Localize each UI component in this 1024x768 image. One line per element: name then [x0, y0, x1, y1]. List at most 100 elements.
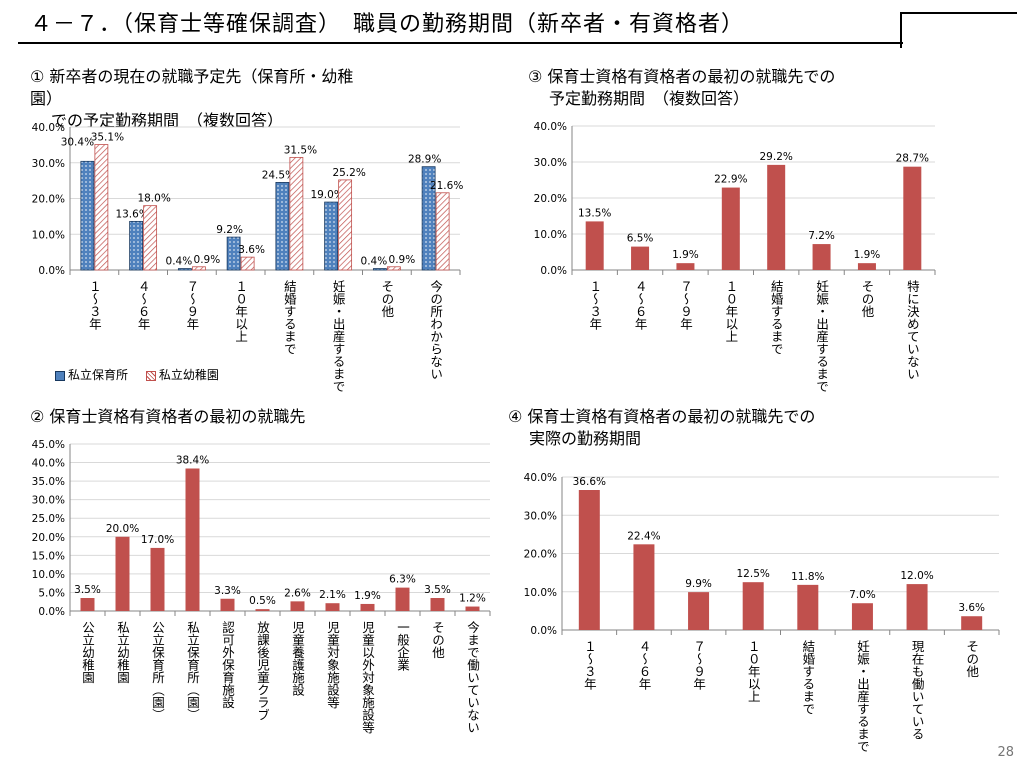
- chart3-data-label: 29.2%: [760, 151, 793, 163]
- legend-swatch-red: [145, 370, 156, 381]
- chart1-data-label: 13.6%: [115, 208, 148, 220]
- chart1-bar: [372, 268, 387, 271]
- chart4-ytick-label: 30.0%: [524, 510, 557, 522]
- legend-swatch-blue: [55, 370, 65, 381]
- chart1-ytick-label: 40.0%: [32, 122, 65, 134]
- chart1-category-label: 結婚するまで: [282, 280, 297, 355]
- chart1-bar: [177, 268, 192, 271]
- chart2-ytick-label: 40.0%: [32, 458, 65, 470]
- chart4-data-label: 12.5%: [737, 568, 770, 580]
- chart3-category-label: その他: [859, 280, 874, 318]
- chart3-bar: [631, 246, 650, 270]
- chart4-category-label: その他: [964, 640, 979, 678]
- chart2-category-label: 一般企業: [395, 621, 410, 671]
- chart2-data-label: 38.4%: [176, 454, 209, 466]
- chart2-ytick-label: 45.0%: [32, 439, 65, 451]
- panel1-title-line1: ① 新卒者の現在の就職予定先（保育所・幼稚: [30, 67, 354, 86]
- chart2-ytick-label: 20.0%: [32, 532, 65, 544]
- chart2-data-label: 1.2%: [459, 593, 486, 605]
- chart2-category-label: 児童養護施設: [290, 621, 305, 696]
- chart1-bar: [240, 256, 255, 271]
- chart1-data-label: 3.6%: [238, 244, 265, 256]
- chart2-category-label: 公立幼稚園: [80, 621, 95, 684]
- chart1-category-label: １～３年: [87, 280, 102, 330]
- chart4-category-label: 現在も働いている: [910, 640, 925, 740]
- chart4-bar: [633, 544, 655, 630]
- chart1-data-label: 25.2%: [332, 167, 365, 179]
- chart3-ytick-label: 30.0%: [534, 157, 567, 169]
- chart4-ytick-label: 20.0%: [524, 549, 557, 561]
- chart1-ytick-label: 30.0%: [32, 158, 65, 170]
- chart1-data-label: 0.9%: [389, 254, 416, 266]
- chart2-data-label: 17.0%: [141, 534, 174, 546]
- chart3-bar: [812, 244, 831, 270]
- chart1-category-label: 今の所わからない: [428, 279, 443, 380]
- chart2-data-label: 6.3%: [389, 574, 416, 586]
- chart3-bar: [857, 263, 876, 270]
- chart2-data-label: 1.9%: [354, 590, 381, 602]
- chart4-ytick-label: 40.0%: [524, 472, 557, 484]
- chart2-bar: [80, 598, 95, 611]
- chart1-bar: [94, 144, 109, 271]
- chart2-bar: [150, 547, 165, 611]
- chart1-data-label: 18.0%: [137, 193, 170, 205]
- title-corner-box: [900, 12, 1017, 48]
- chart3-bar: [676, 263, 695, 270]
- chart2-bar: [325, 603, 340, 611]
- chart3-bar: [903, 166, 922, 270]
- chart3-ytick-label: 20.0%: [534, 193, 567, 205]
- chart2-category-label: 児童以外対象施設等: [360, 621, 375, 734]
- chart1-ytick-label: 20.0%: [32, 194, 65, 206]
- chart3-data-label: 6.5%: [627, 233, 654, 245]
- chart3-ytick-label: 10.0%: [534, 229, 567, 241]
- chart1-data-label: 35.1%: [91, 132, 124, 144]
- chart1-data-label: 24.5%: [262, 169, 295, 181]
- chart1-data-label: 9.2%: [216, 224, 243, 236]
- chart2-ytick-label: 30.0%: [32, 495, 65, 507]
- chart3-data-label: 7.2%: [808, 230, 835, 242]
- chart3-category-label: 特に決めていない: [905, 279, 920, 380]
- chart2-data-label: 2.6%: [284, 587, 311, 599]
- chart2-category-label: 放課後児童クラブ: [255, 620, 270, 721]
- chart3-data-label: 22.9%: [714, 174, 747, 186]
- panel3-title: ③ 保育士資格有資格者の最初の就職先での 予定勤務期間 （複数回答）: [528, 66, 835, 110]
- chart2-ytick-label: 10.0%: [32, 569, 65, 581]
- chart4-data-label: 7.0%: [849, 589, 876, 601]
- chart4-data-label: 22.4%: [627, 530, 660, 542]
- chart1-data-label: 28.9%: [408, 154, 441, 166]
- panel1-title-line2: 園）: [30, 89, 63, 108]
- chart1-bar: [338, 179, 353, 271]
- chart4-bar: [742, 582, 764, 630]
- chart2-category-label: 私立保育所（園）: [185, 621, 200, 721]
- chart4-bar: [578, 490, 600, 630]
- chart1-category-label: その他: [379, 280, 394, 318]
- legend-item-private-kindergarten: 私立幼稚園: [145, 366, 219, 383]
- chart2-bar: [360, 603, 375, 611]
- chart4-data-label: 12.0%: [900, 570, 933, 582]
- legend-label-private-nursery: 私立保育所: [68, 368, 129, 382]
- chart1-bar: [226, 236, 241, 271]
- chart2-data-label: 3.5%: [74, 584, 101, 596]
- chart3-bar: [721, 187, 740, 270]
- chart1-category-label: ７～９年: [184, 280, 199, 330]
- chart4-data-label: 36.6%: [573, 476, 606, 488]
- chart4-data-label: 9.9%: [685, 578, 712, 590]
- chart2-bar: [465, 606, 480, 611]
- chart4-bar: [797, 584, 819, 630]
- legend-label-private-kindergarten: 私立幼稚園: [158, 368, 219, 382]
- panel3-title-line1: ③ 保育士資格有資格者の最初の就職先での: [528, 67, 836, 86]
- chart3-category-label: 妊娠・出産するまで: [814, 280, 829, 393]
- chart1-category-label: ４～６年: [136, 280, 151, 330]
- chart3-bar: [767, 164, 786, 270]
- chart4-bar: [851, 603, 873, 630]
- panel4-title: ④ 保育士資格有資格者の最初の就職先での 実際の勤務期間: [508, 406, 815, 450]
- chart3-category-label: １～３年: [587, 280, 602, 330]
- chart3-data-label: 28.7%: [896, 153, 929, 165]
- chart2-data-label: 0.5%: [249, 595, 276, 607]
- panel2-title-line1: ② 保育士資格有資格者の最初の就職先: [30, 407, 306, 426]
- page-number: 28: [997, 745, 1014, 760]
- chart4-ytick-label: 0.0%: [530, 625, 557, 637]
- panel2-title: ② 保育士資格有資格者の最初の就職先: [30, 406, 305, 428]
- chart3-data-label: 1.9%: [854, 249, 881, 261]
- chart1-bar: [143, 205, 158, 271]
